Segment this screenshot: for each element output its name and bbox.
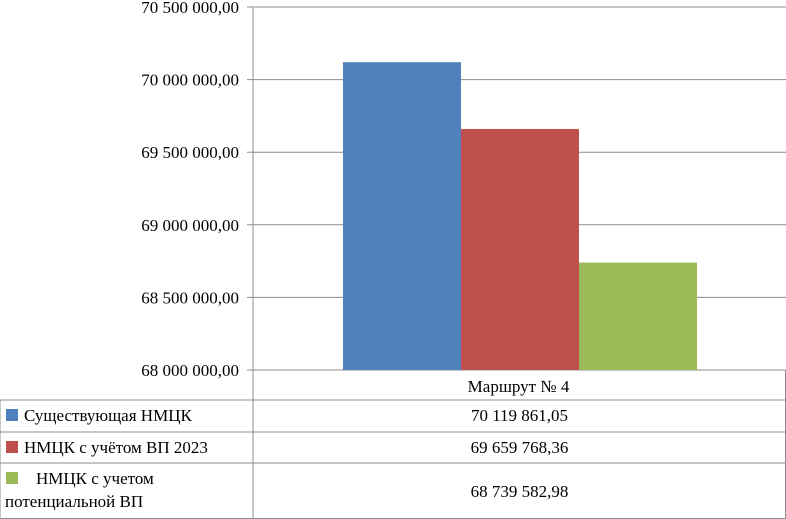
data-label-1: 70 119 861,05 [471, 406, 568, 425]
y-tick-label: 68 500 000,00 [141, 288, 239, 307]
y-tick-label: 70 500 000,00 [141, 0, 239, 17]
legend-label-1: Существующая НМЦК [24, 406, 192, 425]
data-table: Маршрут № 4 Существующая НМЦК 70 119 861,0… [0, 370, 786, 519]
legend-label-2: НМЦК с учётом ВП 2023 [24, 438, 208, 457]
bar-3 [579, 262, 697, 370]
bars [343, 62, 697, 371]
data-label-3: 68 739 582,98 [471, 482, 569, 501]
bar-1 [343, 62, 461, 371]
bar-2 [461, 129, 579, 370]
y-tick-label: 70 000 000,00 [141, 71, 239, 90]
legend-swatch-2 [6, 441, 18, 453]
legend-swatch-3 [6, 472, 18, 484]
legend-label-3: НМЦК с учетом потенциальной ВП [5, 469, 154, 511]
y-tick-label: 69 000 000,00 [141, 216, 239, 235]
data-label-2: 69 659 768,36 [471, 438, 569, 457]
legend-swatch-1 [6, 409, 18, 421]
x-category-label: Маршрут № 4 [468, 377, 570, 396]
y-axis-ticks: 68 000 000,00 68 500 000,00 69 000 000,00 6… [141, 0, 239, 380]
y-tick-label: 69 500 000,00 [141, 143, 239, 162]
y-tick-label: 68 000 000,00 [141, 361, 239, 380]
